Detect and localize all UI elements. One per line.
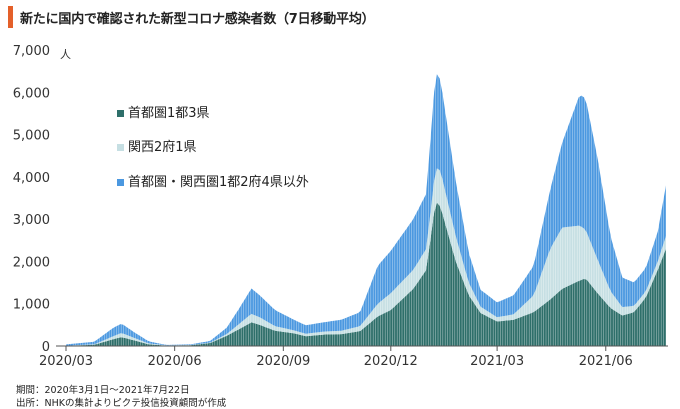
footnote-period: 期間：2020年3月1日～2021年7月22日 — [16, 385, 190, 396]
page-title: 新たに国内で確認された新型コロナ感染者数（7日移動平均） — [20, 12, 375, 27]
legend-swatch — [117, 110, 124, 117]
legend-swatch — [117, 179, 124, 186]
x-tick-label: 2020/03 — [39, 354, 93, 369]
y-tick-label: 3,000 — [13, 213, 50, 228]
x-tick-label: 2020/12 — [364, 354, 418, 369]
title-accent-bar — [8, 6, 13, 28]
plot-area — [65, 50, 667, 346]
y-tick-label: 1,000 — [13, 298, 50, 313]
axes: 0 1,000 2,000 3,000 4,000 5,000 6,000 7,000 人 202… — [13, 44, 668, 369]
chart: 0 1,000 2,000 3,000 4,000 5,000 6,000 7,000 人 202… — [13, 44, 668, 369]
x-tick-label: 2021/06 — [579, 354, 633, 369]
y-unit-label: 人 — [60, 48, 71, 61]
x-tick-label: 2020/09 — [256, 354, 310, 369]
legend-label: 首都圏・関西圏1都2府4県以外 — [128, 175, 309, 190]
y-tick-label: 6,000 — [13, 86, 50, 101]
y-tick-label: 4,000 — [13, 171, 50, 186]
x-tick-label: 2020/06 — [148, 354, 202, 369]
legend-label: 関西2府1県 — [128, 140, 197, 155]
y-tick-label: 0 — [42, 340, 50, 355]
footnote-source: 出所：NHKの集計よりピクテ投信投資顧問が作成 — [16, 398, 227, 409]
y-tick-label: 2,000 — [13, 255, 50, 270]
legend-label: 首都圏1都3県 — [128, 106, 210, 121]
y-tick-label: 7,000 — [13, 44, 50, 59]
legend-swatch — [117, 144, 124, 151]
y-tick-label: 5,000 — [13, 129, 50, 144]
x-tick-label: 2021/03 — [470, 354, 524, 369]
